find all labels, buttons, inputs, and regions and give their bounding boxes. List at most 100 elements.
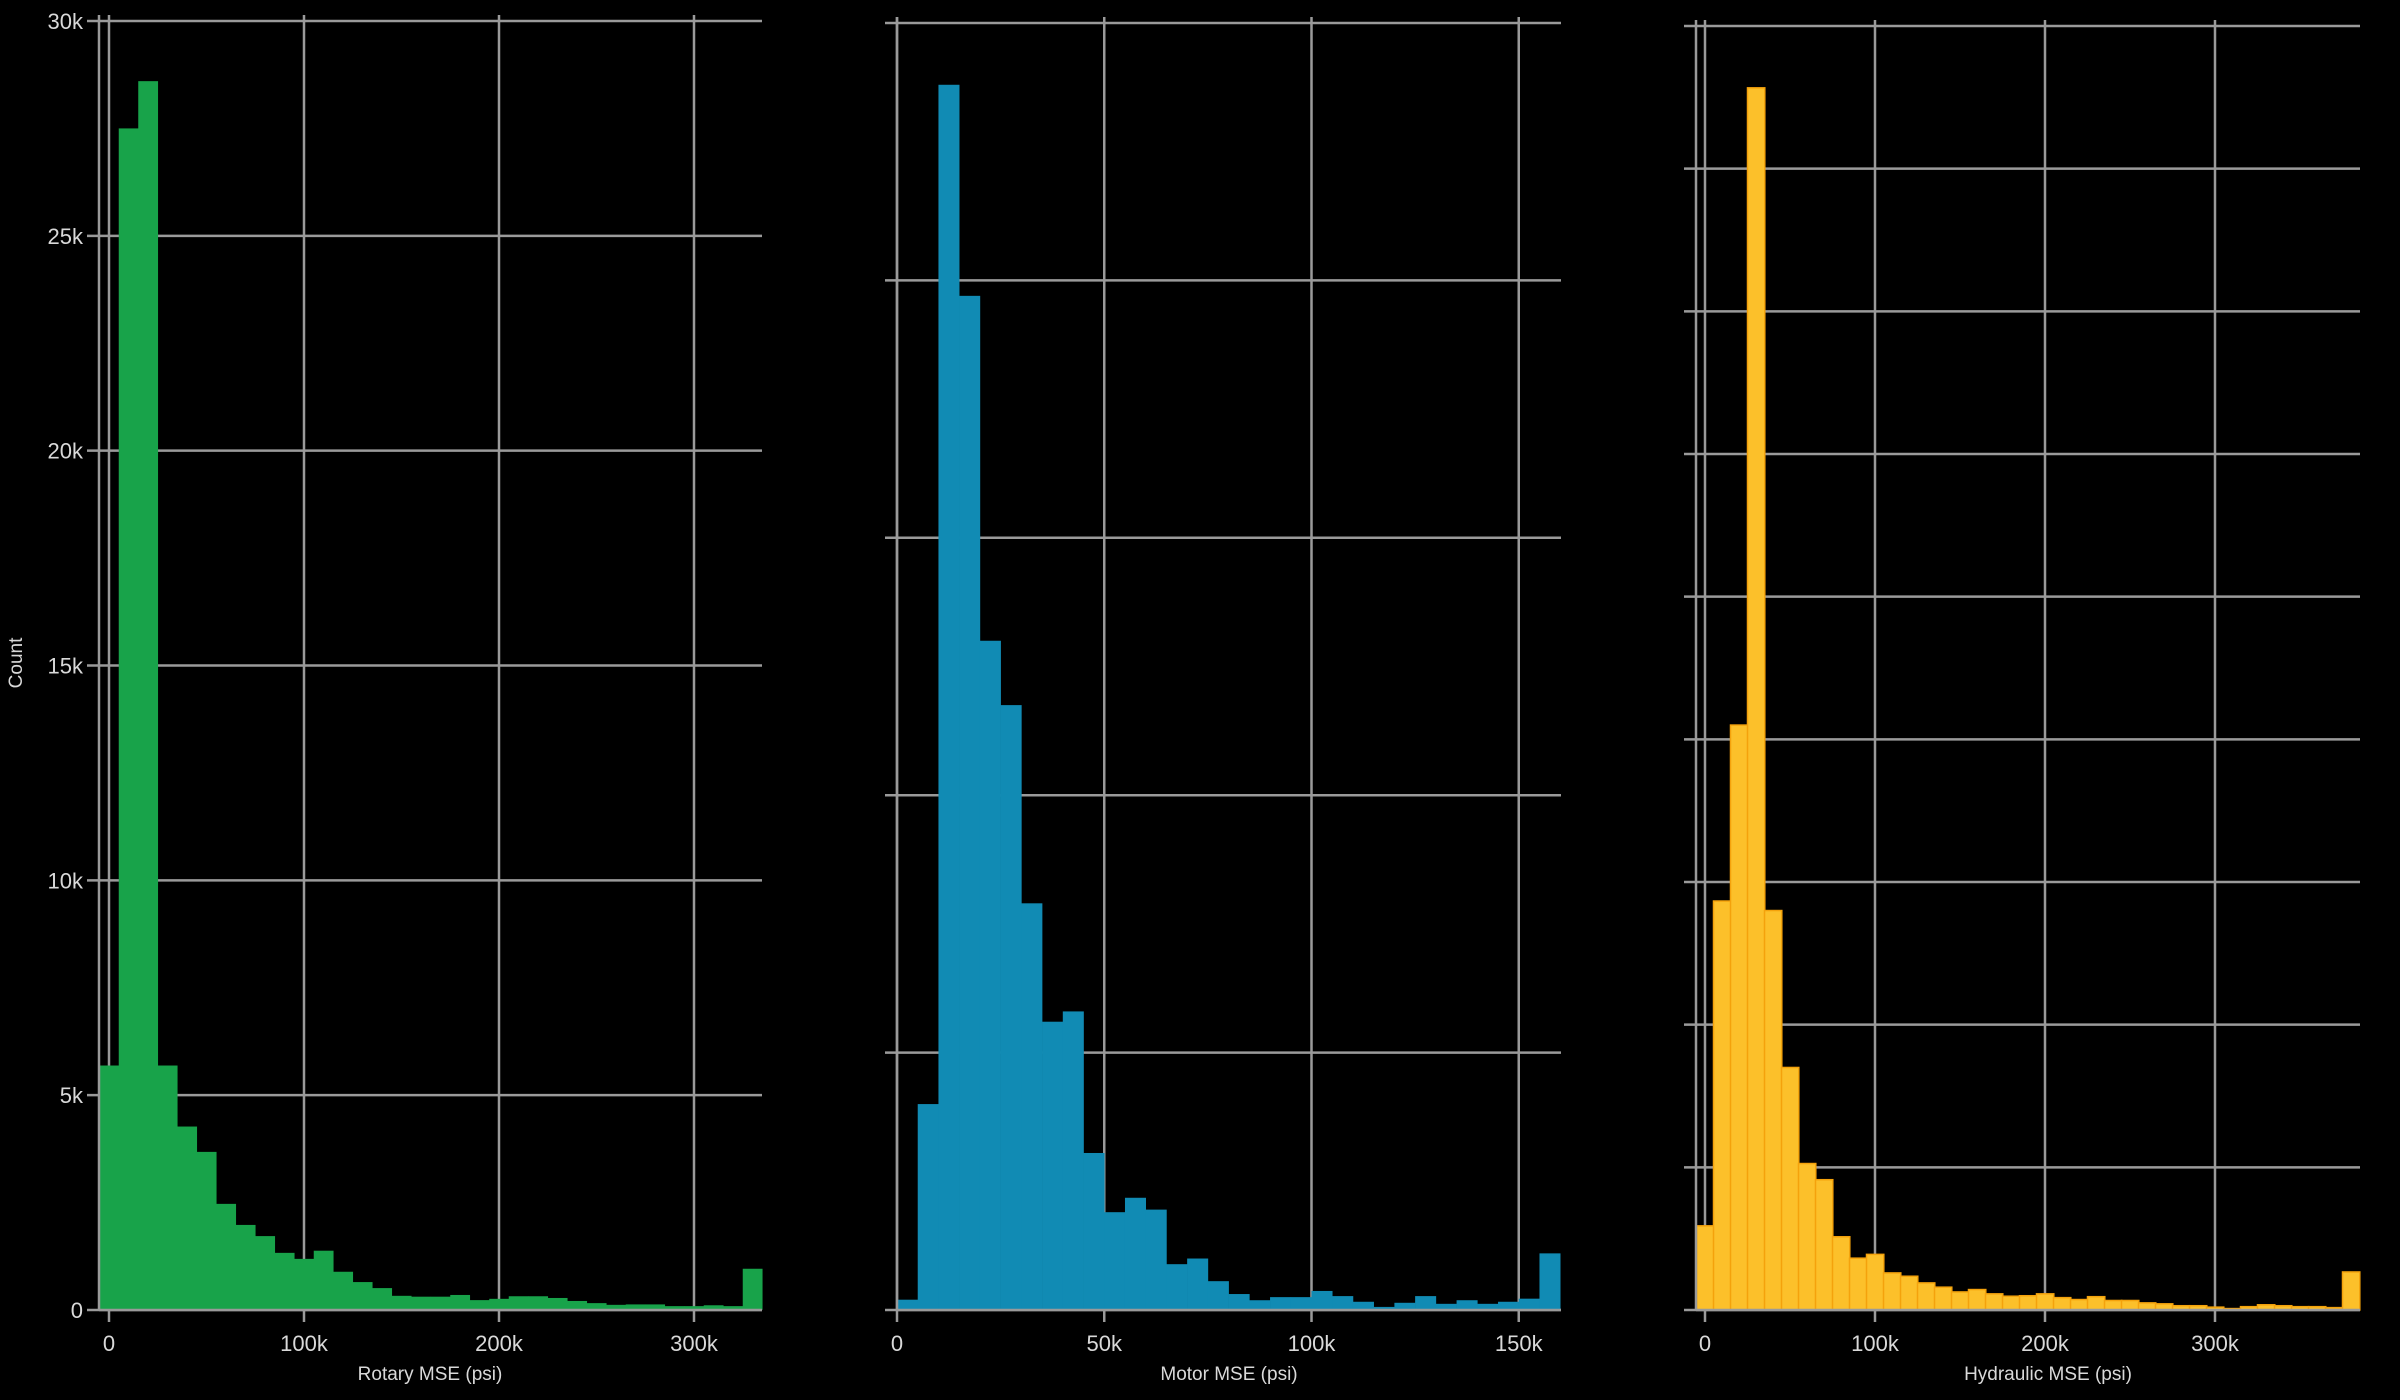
histogram-bar	[917, 1104, 939, 1310]
x-tick-label: 150k	[1495, 1331, 1544, 1356]
histogram-bar	[372, 1288, 393, 1310]
y-tick-label: 20k	[48, 439, 84, 464]
histogram-bar	[684, 1306, 705, 1310]
histogram-bar	[742, 1268, 763, 1310]
histogram-bar	[1228, 1294, 1250, 1310]
y-tick-label: 30k	[48, 9, 84, 34]
histogram-bar	[1477, 1303, 1499, 1310]
histogram-bar	[1780, 1066, 1800, 1311]
histogram-bar	[216, 1203, 237, 1310]
x-axis-title: Rotary MSE (psi)	[358, 1364, 503, 1385]
histogram-bar	[2086, 1295, 2106, 1311]
histogram-bar	[1394, 1302, 1416, 1310]
histogram-bar	[352, 1282, 373, 1310]
axes	[895, 17, 1561, 1312]
x-tick-label: 0	[103, 1331, 115, 1356]
histogram-bar	[2103, 1299, 2123, 1311]
histogram-bar	[664, 1306, 685, 1310]
x-axis-title: Motor MSE (psi)	[1160, 1364, 1297, 1385]
histogram-bar	[2001, 1295, 2021, 1311]
histogram-bar	[1729, 724, 1749, 1311]
histogram-bar	[897, 1299, 919, 1310]
histogram-bar	[391, 1295, 412, 1310]
histogram-bar	[1124, 1197, 1146, 1310]
histogram-bar	[2035, 1293, 2055, 1311]
x-tick-label: 300k	[670, 1331, 719, 1356]
histogram-bar	[1712, 900, 1732, 1311]
histogram-bar	[430, 1296, 451, 1310]
histogram-bar	[508, 1296, 529, 1310]
histogram-bar	[489, 1298, 510, 1310]
histogram-bar	[703, 1305, 724, 1310]
x-tick-label: 100k	[1288, 1331, 1337, 1356]
histogram-bar	[1456, 1300, 1478, 1310]
histogram-bar	[1270, 1297, 1292, 1310]
x-tick-label: 100k	[280, 1331, 329, 1356]
histogram-bar	[118, 128, 139, 1311]
histogram-bar	[723, 1306, 744, 1310]
histogram-bar	[1062, 1011, 1084, 1310]
histogram-bar	[1000, 705, 1022, 1310]
axes	[1694, 20, 2360, 1312]
histogram-bar	[1763, 909, 1783, 1311]
histogram-bars	[897, 84, 1561, 1310]
histogram-bar	[586, 1303, 607, 1310]
histogram-bar	[1042, 1021, 1064, 1310]
histogram-bar	[1083, 1152, 1105, 1310]
histogram-bar	[2052, 1296, 2072, 1311]
histogram-bar	[1311, 1290, 1333, 1310]
histogram-bar	[2341, 1271, 2361, 1311]
histogram-bar	[979, 640, 1001, 1310]
histogram-bar	[196, 1151, 217, 1310]
y-tick-label: 25k	[48, 224, 84, 249]
histogram-bar	[1498, 1301, 1520, 1310]
histogram-bar	[528, 1296, 549, 1310]
x-tick-label: 200k	[475, 1331, 524, 1356]
histogram-bar	[1249, 1300, 1271, 1310]
gridlines	[87, 15, 762, 1322]
y-axis-title: Count	[6, 637, 27, 688]
histogram-bar	[1332, 1296, 1354, 1310]
histogram-bar	[645, 1304, 666, 1310]
histogram-bar	[1933, 1286, 1953, 1311]
histogram-bar	[1415, 1296, 1437, 1310]
histogram-bar	[1797, 1162, 1817, 1311]
histogram-bar	[1539, 1253, 1561, 1310]
histogram-bar	[2018, 1294, 2038, 1311]
histogram-bar	[1290, 1297, 1312, 1310]
histogram-bar	[1831, 1236, 1851, 1311]
histogram-bar	[1373, 1306, 1395, 1310]
histogram-bar	[1848, 1257, 1868, 1311]
histogram-bar	[1950, 1291, 1970, 1311]
histogram-bar	[313, 1250, 334, 1310]
histogram-bar	[1352, 1301, 1374, 1310]
x-tick-label: 100k	[1851, 1331, 1900, 1356]
motor-mse-histogram: 0 50k 100k 150k Motor MSE (psi)	[885, 17, 1561, 1385]
histogram-bar	[606, 1304, 627, 1310]
histogram-bar	[938, 84, 960, 1310]
histogram-bar	[1746, 87, 1766, 1311]
histogram-bar	[177, 1126, 198, 1310]
histogram-bar	[1145, 1209, 1167, 1310]
histogram-bar	[1518, 1298, 1540, 1310]
histogram-bar	[1814, 1178, 1834, 1311]
x-tick-label: 300k	[2191, 1331, 2240, 1356]
histogram-bar	[1882, 1272, 1902, 1311]
histogram-bars	[99, 81, 763, 1311]
histogram-bar	[547, 1297, 568, 1310]
y-tick-label: 10k	[48, 868, 84, 893]
y-tick-labels: 0 5k 10k 15k 20k 25k 30k	[48, 9, 84, 1323]
histogram-bar	[450, 1294, 471, 1310]
histogram-bar	[138, 81, 159, 1311]
histogram-bar	[294, 1258, 315, 1310]
histogram-bar	[567, 1300, 588, 1310]
x-tick-label: 0	[891, 1331, 903, 1356]
histogram-bar	[255, 1236, 276, 1310]
rotary-mse-histogram: 0 100k 200k 300k 0 5k 10k 15k 20k 25k 30k Rotary …	[48, 9, 763, 1385]
x-tick-label: 200k	[2021, 1331, 2070, 1356]
x-tick-label: 50k	[1087, 1331, 1123, 1356]
histogram-bar	[1899, 1275, 1919, 1311]
histogram-bar	[1916, 1282, 1936, 1311]
histogram-bar	[235, 1224, 256, 1310]
